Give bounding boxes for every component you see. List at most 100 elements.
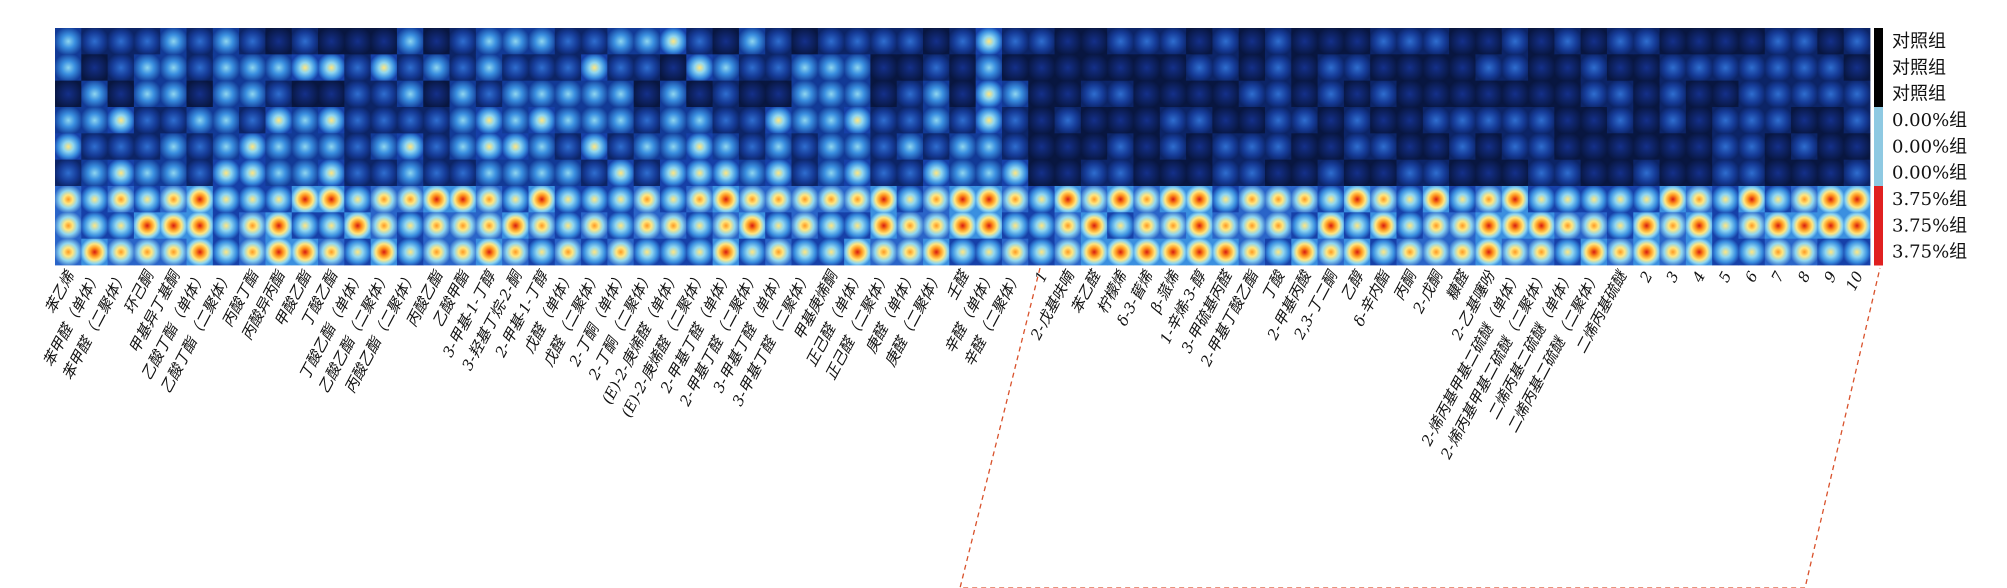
heatmap-cell <box>896 28 924 55</box>
heatmap-cell <box>1159 212 1187 240</box>
heatmap-cell <box>344 80 372 108</box>
heatmap-cell <box>975 212 1003 240</box>
heatmap-cell <box>1212 80 1240 108</box>
heatmap-cell <box>1370 133 1397 161</box>
heatmap-cell <box>1186 28 1213 55</box>
heatmap-cell <box>133 159 161 187</box>
heatmap-cell <box>291 212 319 240</box>
heatmap-cell <box>1501 28 1529 55</box>
heatmap-cell <box>1554 80 1582 108</box>
heatmap-cell <box>502 238 529 266</box>
heatmap-cell <box>449 133 477 161</box>
heatmap-cell <box>1265 54 1292 82</box>
heatmap-cell <box>344 54 372 82</box>
heatmap-cell <box>1449 54 1476 82</box>
heatmap-cell <box>1212 212 1240 240</box>
heatmap-cell <box>581 159 608 187</box>
heatmap-cell <box>1317 238 1345 266</box>
heatmap-cell <box>581 238 608 266</box>
heatmap-cell <box>212 159 240 187</box>
heatmap-cell <box>370 28 398 55</box>
heatmap-cell <box>1107 186 1134 213</box>
group-color-swatch <box>1874 28 1883 55</box>
heatmap-cell <box>633 54 661 82</box>
heatmap-cell <box>607 212 635 240</box>
heatmap-cell <box>1159 159 1187 187</box>
heatmap-cell <box>107 186 135 213</box>
heatmap-cell <box>1685 238 1713 266</box>
heatmap-cell <box>1396 238 1424 266</box>
heatmap-cell <box>844 212 871 240</box>
heatmap-cell <box>528 212 556 240</box>
heatmap-cell <box>81 238 109 266</box>
heatmap-cell <box>1080 159 1108 187</box>
heatmap-cell <box>396 133 424 161</box>
heatmap-cell <box>1001 238 1029 266</box>
heatmap-cell <box>212 212 240 240</box>
heatmap-cell <box>660 80 687 108</box>
heatmap-cell <box>1475 238 1503 266</box>
group-label: 0.00%组 <box>1892 110 1967 131</box>
heatmap-cell <box>1370 238 1397 266</box>
heatmap-cell <box>81 159 109 187</box>
heatmap-cell <box>949 186 977 213</box>
heatmap-cell <box>318 133 345 161</box>
heatmap-cell <box>1606 159 1634 187</box>
heatmap-cell <box>870 159 898 187</box>
heatmap-cell <box>1817 80 1845 108</box>
column-label: 3 <box>1662 268 1682 285</box>
heatmap-cell <box>686 80 714 108</box>
heatmap-cell <box>554 28 582 55</box>
heatmap-cell <box>1107 212 1134 240</box>
group-label: 3.75%组 <box>1892 189 1967 210</box>
heatmap-cell <box>1528 28 1555 55</box>
heatmap-cell <box>1817 133 1845 161</box>
heatmap-cell <box>844 80 871 108</box>
heatmap-cell <box>1633 212 1660 240</box>
heatmap-cell <box>1054 80 1082 108</box>
column-label: 1 <box>1031 268 1051 285</box>
heatmap-cell <box>1580 186 1608 213</box>
heatmap-cell <box>1054 238 1082 266</box>
heatmap-cell <box>1317 186 1345 213</box>
heatmap-cell <box>475 212 503 240</box>
heatmap-cell <box>686 133 714 161</box>
heatmap-cell <box>581 54 608 82</box>
heatmap-cell <box>1843 186 1871 213</box>
heatmap-cell <box>1370 212 1397 240</box>
heatmap-cell <box>1738 238 1766 266</box>
heatmap-cell <box>1291 159 1319 187</box>
heatmap-cell <box>633 238 661 266</box>
heatmap-cell <box>1133 186 1161 213</box>
column-label: 8 <box>1794 268 1814 285</box>
heatmap-cell <box>1712 212 1739 240</box>
heatmap-cell <box>1370 107 1397 134</box>
heatmap-cell <box>975 80 1003 108</box>
heatmap-cell <box>1712 54 1739 82</box>
heatmap-cell <box>817 80 845 108</box>
heatmap-cell <box>712 28 740 55</box>
heatmap-cell <box>1396 28 1424 55</box>
heatmap-grid <box>55 28 1871 266</box>
heatmap-cell <box>1028 28 1055 55</box>
heatmap-cell <box>1738 80 1766 108</box>
heatmap-cell <box>844 159 871 187</box>
heatmap-cell <box>1580 238 1608 266</box>
heatmap-cell <box>554 107 582 134</box>
heatmap-cell <box>1238 186 1266 213</box>
heatmap-cell <box>1422 159 1450 187</box>
heatmap-cell <box>160 107 187 134</box>
heatmap-cell <box>1422 186 1450 213</box>
heatmap-cell <box>239 238 266 266</box>
heatmap-cell <box>1238 28 1266 55</box>
heatmap-cell <box>660 28 687 55</box>
heatmap-cell <box>1528 107 1555 134</box>
heatmap-cell <box>475 80 503 108</box>
group-label: 0.00%组 <box>1892 136 1967 157</box>
heatmap-cell <box>1843 80 1871 108</box>
heatmap-cell <box>581 80 608 108</box>
heatmap-cell <box>1633 28 1660 55</box>
heatmap-cell <box>1291 238 1319 266</box>
heatmap-cell <box>291 54 319 82</box>
heatmap-cell <box>1422 28 1450 55</box>
